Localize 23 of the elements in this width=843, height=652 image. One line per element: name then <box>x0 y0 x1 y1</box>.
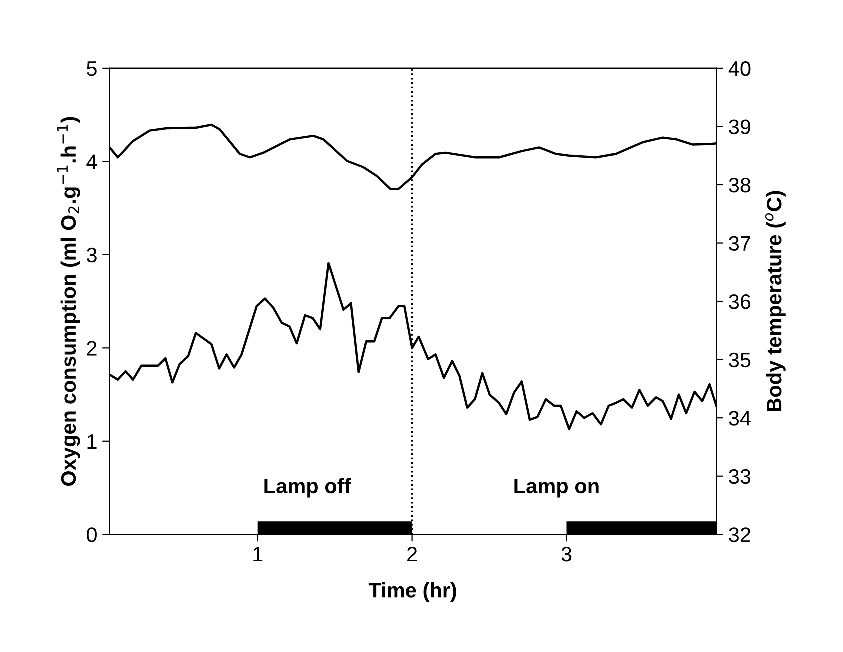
y-tick-label: 3 <box>86 248 97 263</box>
y-tick-label: 1 <box>88 434 97 449</box>
y2-tick-label: 40 <box>728 61 751 76</box>
y-tick-label: 0 <box>87 528 97 542</box>
y2-axis-title: Body temperature ($^{o}$C) <box>765 191 786 412</box>
y2-tick-label: 35 <box>729 352 751 368</box>
y2-tick-label: 33 <box>729 469 751 484</box>
y2-tick-label: 38 <box>729 178 751 193</box>
y-axis-title: Oxygen consumption (ml O$_{2}$.g$^{−1}$.h$^{−1}$) <box>57 117 80 486</box>
y2-tick-label: 32 <box>729 528 750 542</box>
annotation: Lamp off <box>264 478 352 498</box>
y2-tick-label: 37 <box>729 236 750 252</box>
x-axis-title: Time (hr) <box>368 582 456 602</box>
y-tick-label: 4 <box>86 154 98 170</box>
x-tick-label: 1 <box>254 547 263 562</box>
x-tick-label: 3 <box>562 546 572 562</box>
annotation: Lamp on <box>514 479 599 498</box>
x-tick-label: 2 <box>408 546 418 562</box>
y2-tick-label: 36 <box>729 294 751 310</box>
y-tick-label: 2 <box>87 341 97 356</box>
y2-tick-label: 34 <box>729 411 751 426</box>
y2-tick-label: 39 <box>729 120 751 134</box>
y-tick-label: 5 <box>87 62 97 76</box>
